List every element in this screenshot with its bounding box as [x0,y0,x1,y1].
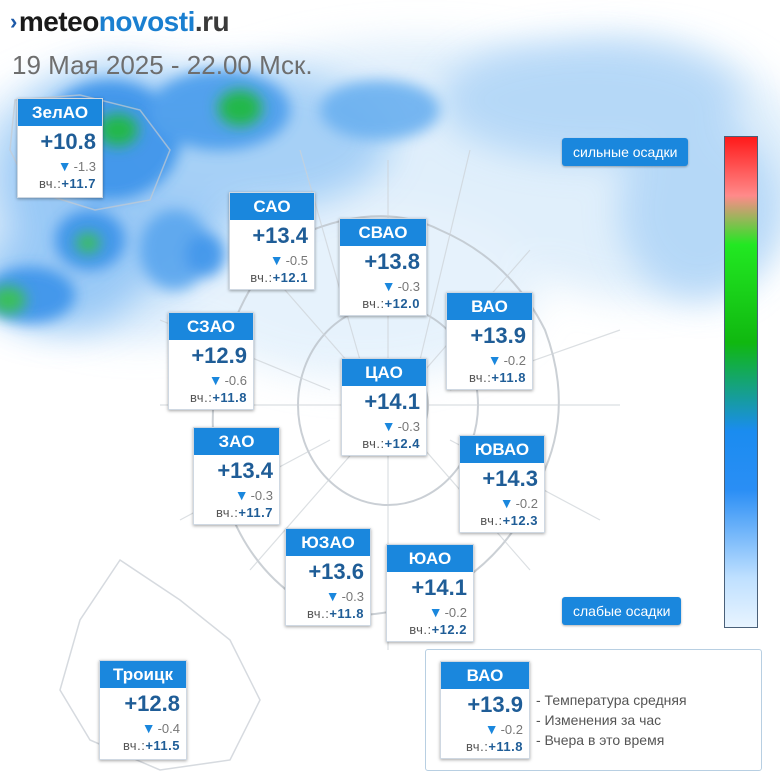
logo-chevron-icon: › [10,9,17,34]
district-temp: +13.8 [364,249,420,274]
district-name: ЮВАО [460,436,544,463]
district-name: САО [230,193,314,220]
district-yesterday: вч.:+11.7 [215,505,273,520]
district-card-tsao: ЦАО +14.1 ▼ -0.3 вч.:+12.4 [341,358,427,456]
district-name: СВАО [340,219,426,246]
down-triangle-icon: ▼ [487,352,502,368]
district-name: ЗелАО [18,99,102,126]
district-yesterday: вч.:+12.4 [362,436,420,451]
district-change: ▼ -0.2 [484,721,523,737]
district-change: ▼ -0.5 [269,252,308,268]
district-yesterday: вч.:+11.8 [306,606,364,621]
legend-example-card: ВАО +13.9 ▼ -0.2 вч.:+11.8 [440,661,530,759]
site-logo[interactable]: ›meteonovosti.ru [10,6,230,37]
district-temp: +13.6 [308,559,364,584]
district-change: ▼ -1.3 [57,158,96,174]
down-triangle-icon: ▼ [499,495,514,511]
district-temp: +14.3 [482,466,538,491]
district-temp: +13.4 [217,458,273,483]
legend-box: ВАО +13.9 ▼ -0.2 вч.:+11.8 - Температура … [425,649,762,771]
district-yesterday: вч.:+11.8 [468,370,526,385]
down-triangle-icon: ▼ [325,588,340,604]
district-change: ▼ -0.2 [428,604,467,620]
district-yesterday: вч.:+12.3 [480,513,538,528]
district-yesterday: вч.:+11.7 [38,176,96,191]
district-name: ВАО [441,662,529,689]
district-change: ▼ -0.3 [381,418,420,434]
district-change: ▼ -0.2 [487,352,526,368]
district-change: ▼ -0.3 [325,588,364,604]
scale-label-heavy: сильные осадки [562,138,689,166]
district-card-yuzao: ЮЗАО +13.6 ▼ -0.3 вч.:+11.8 [285,528,371,626]
district-change: ▼ -0.6 [208,372,247,388]
district-name: ВАО [447,293,532,320]
district-change: ▼ -0.2 [499,495,538,511]
legend-item-hourly-change: - Изменения за час [536,712,662,728]
district-card-sao: САО +13.4 ▼ -0.5 вч.:+12.1 [229,192,315,290]
down-triangle-icon: ▼ [484,721,499,737]
down-triangle-icon: ▼ [381,278,396,294]
district-name: ЮЗАО [286,529,370,556]
legend-item-temperature: - Температура средняя [536,692,687,708]
legend-item-yesterday: - Вчера в это время [536,732,665,748]
down-triangle-icon: ▼ [381,418,396,434]
precipitation-scale-bar [724,136,758,628]
district-temp: +12.8 [124,691,180,716]
district-yesterday: вч.:+11.8 [189,390,247,405]
district-card-zelao: ЗелАО +10.8 ▼ -1.3 вч.:+11.7 [17,98,103,198]
district-temp: +13.9 [470,323,526,348]
legend-list: - Температура средняя - Изменения за час… [536,690,687,750]
district-temp: +12.9 [191,343,247,368]
district-card-yuvao: ЮВАО +14.3 ▼ -0.2 вч.:+12.3 [459,435,545,533]
district-yesterday: вч.:+12.1 [250,270,308,285]
district-yesterday: вч.:+11.5 [122,738,180,753]
district-temp: +14.1 [364,389,420,414]
district-change: ▼ -0.3 [381,278,420,294]
district-yesterday: вч.:+12.2 [409,622,467,637]
district-card-yuao: ЮАО +14.1 ▼ -0.2 вч.:+12.2 [386,544,474,642]
forecast-datetime: 19 Мая 2025 - 22.00 Мск. [12,50,313,80]
district-name: ЮАО [387,545,473,572]
district-card-svao: СВАО +13.8 ▼ -0.3 вч.:+12.0 [339,218,427,316]
down-triangle-icon: ▼ [234,487,249,503]
district-name: Троицк [100,661,186,688]
district-temp: +13.9 [467,692,523,717]
district-card-troitsk: Троицк +12.8 ▼ -0.4 вч.:+11.5 [99,660,187,760]
district-change: ▼ -0.4 [141,720,180,736]
district-temp: +14.1 [411,575,467,600]
down-triangle-icon: ▼ [208,372,223,388]
district-name: ЦАО [342,359,426,386]
district-temp: +13.4 [252,223,308,248]
down-triangle-icon: ▼ [141,720,156,736]
district-name: ЗАО [194,428,279,455]
district-card-zao: ЗАО +13.4 ▼ -0.3 вч.:+11.7 [193,427,280,525]
district-card-szao: СЗАО +12.9 ▼ -0.6 вч.:+11.8 [168,312,254,410]
district-card-vao: ВАО +13.9 ▼ -0.2 вч.:+11.8 [446,292,533,390]
district-change: ▼ -0.3 [234,487,273,503]
scale-label-light: слабые осадки [562,597,682,625]
district-temp: +10.8 [40,129,96,154]
district-yesterday: вч.:+11.8 [465,739,523,754]
down-triangle-icon: ▼ [57,158,72,174]
down-triangle-icon: ▼ [269,252,284,268]
district-yesterday: вч.:+12.0 [362,296,420,311]
down-triangle-icon: ▼ [428,604,443,620]
district-name: СЗАО [169,313,253,340]
